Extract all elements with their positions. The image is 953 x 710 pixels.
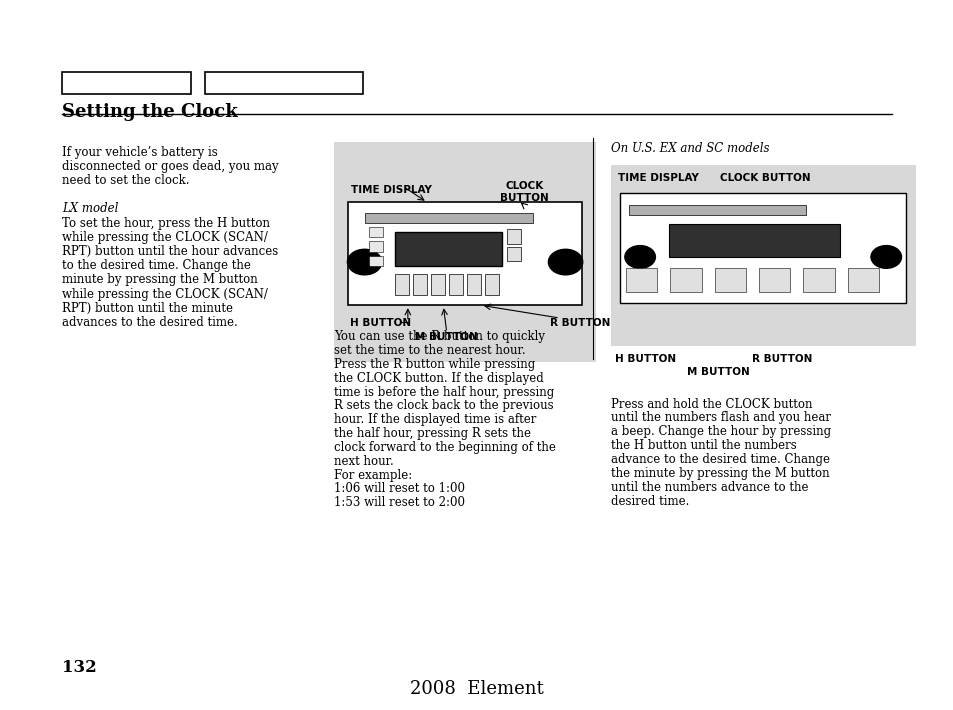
Bar xyxy=(847,268,879,293)
Text: 1:06 will reset to 1:00: 1:06 will reset to 1:00 xyxy=(334,483,464,496)
Circle shape xyxy=(870,246,901,268)
Circle shape xyxy=(624,246,655,268)
Circle shape xyxy=(347,249,381,275)
Text: disconnected or goes dead, you may: disconnected or goes dead, you may xyxy=(62,160,278,173)
Text: set the time to the nearest hour.: set the time to the nearest hour. xyxy=(334,344,525,357)
Text: TIME DISPLAY: TIME DISPLAY xyxy=(618,173,699,183)
Text: For example:: For example: xyxy=(334,469,412,481)
Text: clock forward to the beginning of the: clock forward to the beginning of the xyxy=(334,441,556,454)
Text: 132: 132 xyxy=(62,659,96,676)
Text: 2008  Element: 2008 Element xyxy=(410,680,543,698)
Bar xyxy=(759,268,789,293)
Bar xyxy=(668,224,840,257)
Text: CLOCK
BUTTON: CLOCK BUTTON xyxy=(499,181,549,202)
Text: To set the hour, press the H button: To set the hour, press the H button xyxy=(62,217,270,229)
Text: If your vehicle’s battery is: If your vehicle’s battery is xyxy=(62,146,217,158)
Text: RPT) button until the hour advances: RPT) button until the hour advances xyxy=(62,245,278,258)
Text: R sets the clock back to the previous: R sets the clock back to the previous xyxy=(334,399,553,413)
Text: desired time.: desired time. xyxy=(610,494,688,508)
Bar xyxy=(369,256,383,266)
Bar xyxy=(395,274,409,295)
Text: to the desired time. Change the: to the desired time. Change the xyxy=(62,259,251,272)
Bar xyxy=(364,213,533,223)
Bar xyxy=(628,205,805,215)
Text: On U.S. EX and SC models: On U.S. EX and SC models xyxy=(610,142,768,155)
Text: 1:53 will reset to 2:00: 1:53 will reset to 2:00 xyxy=(334,496,464,509)
Text: the half hour, pressing R sets the: the half hour, pressing R sets the xyxy=(334,427,530,440)
Bar xyxy=(669,268,700,293)
Bar xyxy=(448,274,462,295)
Bar xyxy=(369,227,383,237)
Bar xyxy=(466,274,480,295)
Bar xyxy=(395,232,502,266)
Text: hour. If the displayed time is after: hour. If the displayed time is after xyxy=(334,413,536,426)
Text: H BUTTON: H BUTTON xyxy=(615,354,676,364)
Text: while pressing the CLOCK (SCAN/: while pressing the CLOCK (SCAN/ xyxy=(62,288,268,300)
Text: the minute by pressing the M button: the minute by pressing the M button xyxy=(610,467,828,480)
Bar xyxy=(62,72,191,94)
Text: until the numbers flash and you hear: until the numbers flash and you hear xyxy=(610,411,830,425)
Text: H BUTTON: H BUTTON xyxy=(350,318,411,328)
Bar xyxy=(205,72,362,94)
Bar xyxy=(619,193,905,303)
Text: a beep. Change the hour by pressing: a beep. Change the hour by pressing xyxy=(610,425,830,438)
Bar xyxy=(625,268,657,293)
Text: minute by pressing the M button: minute by pressing the M button xyxy=(62,273,257,286)
Text: RPT) button until the minute: RPT) button until the minute xyxy=(62,302,233,315)
Text: the CLOCK button. If the displayed: the CLOCK button. If the displayed xyxy=(334,372,543,385)
Text: You can use the R button to quickly: You can use the R button to quickly xyxy=(334,330,544,343)
Text: advance to the desired time. Change: advance to the desired time. Change xyxy=(610,453,829,466)
Bar xyxy=(484,274,498,295)
Bar xyxy=(610,165,915,346)
Text: R BUTTON: R BUTTON xyxy=(751,354,811,364)
Text: the H button until the numbers: the H button until the numbers xyxy=(610,439,796,452)
Bar xyxy=(802,268,834,293)
Text: until the numbers advance to the: until the numbers advance to the xyxy=(610,481,807,493)
Bar xyxy=(413,274,427,295)
Bar xyxy=(334,142,596,362)
Text: advances to the desired time.: advances to the desired time. xyxy=(62,316,237,329)
Bar xyxy=(507,246,520,261)
Text: time is before the half hour, pressing: time is before the half hour, pressing xyxy=(334,386,554,398)
Text: next hour.: next hour. xyxy=(334,454,394,468)
Bar xyxy=(369,241,383,252)
Text: CLOCK BUTTON: CLOCK BUTTON xyxy=(720,173,810,183)
Bar xyxy=(714,268,745,293)
Text: Press and hold the CLOCK button: Press and hold the CLOCK button xyxy=(610,398,811,410)
Text: LX model: LX model xyxy=(62,202,118,215)
Text: M BUTTON: M BUTTON xyxy=(686,367,749,377)
Circle shape xyxy=(548,249,582,275)
Text: while pressing the CLOCK (SCAN/: while pressing the CLOCK (SCAN/ xyxy=(62,231,268,244)
Bar xyxy=(507,229,520,244)
Text: R BUTTON: R BUTTON xyxy=(550,318,610,328)
Text: need to set the clock.: need to set the clock. xyxy=(62,174,190,187)
Text: TIME DISPLAY: TIME DISPLAY xyxy=(351,185,432,195)
Bar xyxy=(348,202,581,305)
Text: Press the R button while pressing: Press the R button while pressing xyxy=(334,358,535,371)
Bar xyxy=(431,274,445,295)
Text: Setting the Clock: Setting the Clock xyxy=(62,103,237,121)
Text: M BUTTON: M BUTTON xyxy=(415,332,477,342)
